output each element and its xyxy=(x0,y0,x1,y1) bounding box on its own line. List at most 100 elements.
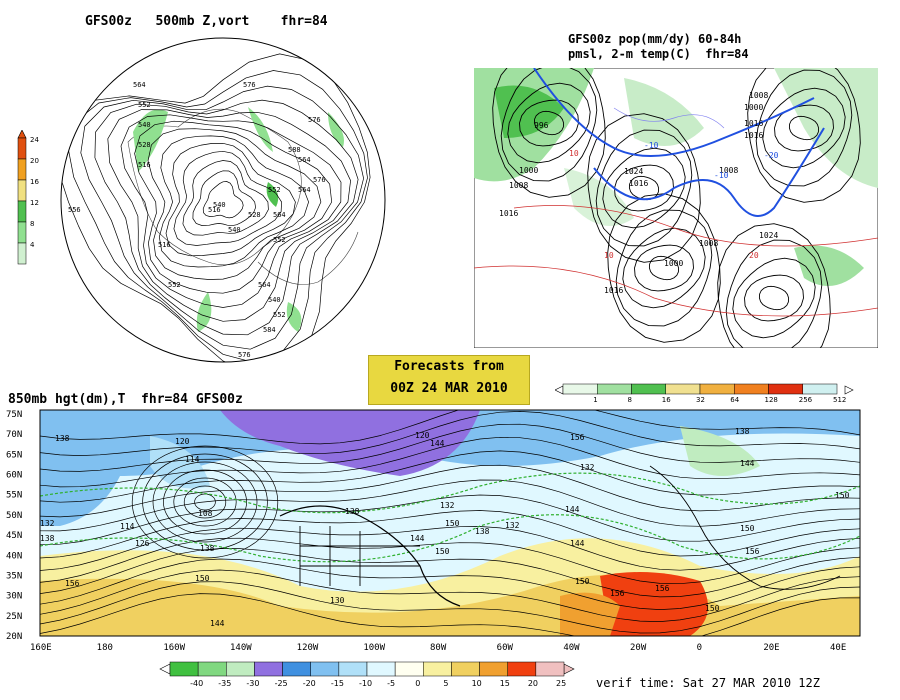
isobar xyxy=(732,257,816,339)
contour-label: 132 xyxy=(580,463,595,472)
forecast-line-1: Forecasts from xyxy=(394,359,504,374)
contour-label: 516 xyxy=(208,206,221,214)
contour-label: 156 xyxy=(655,584,670,593)
lat-label: 60N xyxy=(6,471,22,481)
isobar xyxy=(607,193,721,343)
contour-label: 156 xyxy=(745,547,760,556)
isobar-label: -20 xyxy=(764,151,779,160)
lon-label: 120W xyxy=(297,643,319,652)
lat-label: 40N xyxy=(6,551,22,561)
contour-label: 540 xyxy=(268,296,281,304)
contour-label: 138 xyxy=(475,527,490,536)
isobar xyxy=(519,99,579,147)
lon-label: 140W xyxy=(230,643,252,652)
contour-label: 144 xyxy=(410,534,425,543)
contour-label: 564 xyxy=(273,211,286,219)
colorbar-label: 16 xyxy=(30,178,39,186)
contour-label: 144 xyxy=(570,539,585,548)
lon-label: 60W xyxy=(497,643,514,652)
colorbar-label: 1 xyxy=(593,396,597,404)
low-contour xyxy=(131,445,279,559)
height-contour xyxy=(158,135,309,268)
isobar xyxy=(648,255,680,281)
lat-label: 30N xyxy=(6,592,22,602)
colorbar-swatch xyxy=(768,383,803,395)
colorbar-label: -25 xyxy=(275,679,288,688)
panel-pmsl-title-1: GFS00z pop(mm/dy) 60-84h xyxy=(568,32,742,46)
contour-label: 130 xyxy=(330,596,345,605)
isobar-label: 1024 xyxy=(759,231,778,240)
colorbar-label: 8 xyxy=(30,220,34,228)
contour-label: 556 xyxy=(68,206,81,214)
lat-label: 65N xyxy=(6,450,22,460)
colorbar-swatch xyxy=(665,383,701,395)
continent-outline xyxy=(257,231,359,285)
colorbar-label: 128 xyxy=(765,396,778,404)
colorbar-swatch xyxy=(17,179,27,202)
isobar xyxy=(744,274,804,322)
height-contour xyxy=(40,411,860,456)
colorbar-swatch xyxy=(254,661,283,677)
low-contour xyxy=(152,461,258,543)
colorbar-swatch xyxy=(734,383,769,395)
colorbar-swatch xyxy=(507,661,537,677)
contour-label: 150 xyxy=(195,574,210,583)
colorbar-label: 15 xyxy=(500,679,510,688)
contour-label: 552 xyxy=(138,101,151,109)
isobar-label: 1016 xyxy=(604,286,623,295)
colorbar-label: 5 xyxy=(443,679,448,688)
contour-label: 114 xyxy=(185,455,200,464)
isobar xyxy=(500,68,598,182)
colorbar-label: 4 xyxy=(30,241,35,249)
height-contour xyxy=(202,181,244,219)
lon-label: 160W xyxy=(163,643,185,652)
colorbar-swatch xyxy=(562,383,598,395)
height-contour xyxy=(40,410,860,445)
contour-label: 144 xyxy=(565,505,580,514)
isobar xyxy=(615,209,713,327)
panel-850mb-title: 850mb hgt(dm),T fhr=84 GFS00z xyxy=(8,392,243,407)
contour-label: 138 xyxy=(735,427,750,436)
colorbar-swatch xyxy=(631,383,666,395)
isobar xyxy=(533,110,565,136)
colorbar-label: -5 xyxy=(387,679,395,688)
contour-label: 126 xyxy=(135,539,150,548)
height-contour xyxy=(40,479,860,532)
contour-label: 516 xyxy=(138,161,151,169)
contour-label: 588 xyxy=(288,146,301,154)
height-contour xyxy=(40,581,860,634)
height-contour xyxy=(40,494,860,546)
height-contour xyxy=(40,548,860,598)
isobar xyxy=(507,82,591,164)
height-contour xyxy=(40,569,860,622)
contour-label: 528 xyxy=(138,141,151,149)
contour-label: 132 xyxy=(40,519,55,528)
colorbar-swatch xyxy=(451,661,480,677)
colorbar-swatch xyxy=(310,661,340,677)
height-contour xyxy=(107,109,351,322)
colorbar-label: -30 xyxy=(246,679,259,688)
contour-label: 564 xyxy=(133,81,146,89)
isobar xyxy=(762,87,846,169)
isobar xyxy=(788,115,820,141)
colorbar-swatch xyxy=(17,242,27,265)
isobar xyxy=(492,68,606,198)
colorbar-swatch xyxy=(366,661,396,677)
height-contour xyxy=(40,558,860,610)
isobar-label: 1008 xyxy=(509,181,528,190)
isobar-label: 1016 xyxy=(629,179,648,188)
contour-label: 138 xyxy=(40,534,55,543)
contour-label: 150 xyxy=(705,604,720,613)
contour-label: 150 xyxy=(835,491,850,500)
colorbar-swatch xyxy=(17,158,27,181)
colorbar-label: 64 xyxy=(730,396,739,404)
polar-map-boundary xyxy=(60,37,386,363)
height-contour xyxy=(165,142,296,257)
isobar xyxy=(755,69,853,187)
lat-label: 25N xyxy=(6,612,22,622)
colorbar-label: -10 xyxy=(359,679,372,688)
contour-label: 150 xyxy=(575,577,590,586)
colorbar-label: -20 xyxy=(303,679,316,688)
isobar xyxy=(622,227,706,309)
low-contour xyxy=(163,469,247,535)
